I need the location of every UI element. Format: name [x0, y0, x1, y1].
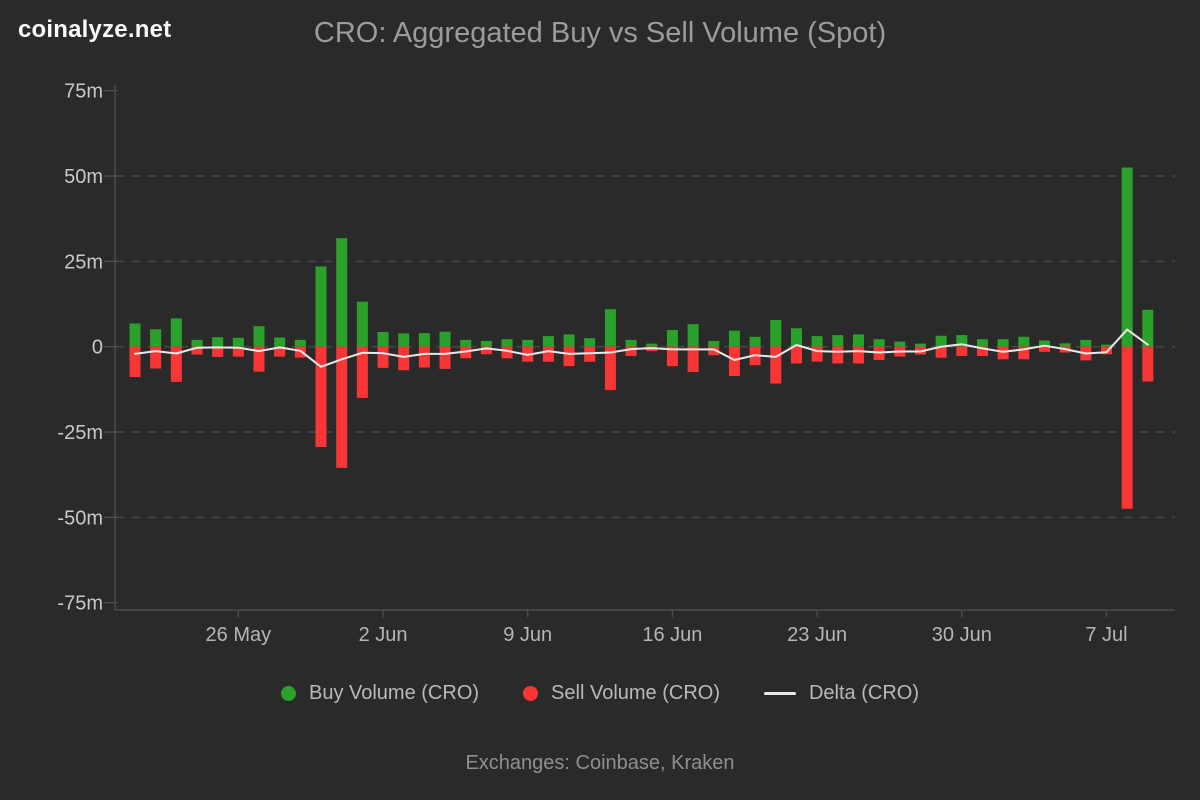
svg-text:9 Jun: 9 Jun	[503, 624, 552, 646]
svg-text:0: 0	[92, 337, 103, 359]
legend-item-sell[interactable]: Sell Volume (CRO)	[523, 682, 720, 705]
legend-label-sell: Sell Volume (CRO)	[551, 681, 720, 704]
buy-volume-bars	[129, 167, 1154, 347]
legend-label-buy: Buy Volume (CRO)	[308, 681, 480, 704]
x-axis-labels: 26 May 2 Jun 9 Jun 16 Jun 23 Jun 30 Jun 7 Jul	[206, 624, 1128, 646]
svg-text:-25m: -25m	[57, 422, 103, 444]
chart-legend: Buy Volume (CRO) Sell Volume (CRO) Delta…	[0, 676, 1200, 710]
volume-chart-canvas[interactable]: 75m 50m 25m 0 -25m -50m -75m 26 May 2 Jun 9 Jun 16…	[0, 0, 1200, 660]
svg-text:2 Jun: 2 Jun	[359, 624, 408, 646]
delta-line-swatch-icon	[763, 691, 796, 695]
svg-text:-75m: -75m	[57, 593, 103, 615]
svg-text:50m: 50m	[64, 166, 103, 188]
svg-text:26 May: 26 May	[206, 624, 272, 646]
svg-text:75m: 75m	[64, 81, 103, 103]
exchanges-note: Exchanges: Coinbase, Kraken	[465, 752, 735, 774]
axes	[104, 85, 1175, 617]
svg-text:7 Jul: 7 Jul	[1085, 624, 1127, 646]
svg-text:25m: 25m	[64, 251, 103, 273]
buy-volume-swatch-icon	[280, 685, 296, 701]
sell-volume-swatch-icon	[523, 685, 539, 701]
svg-text:30 Jun: 30 Jun	[932, 624, 992, 646]
legend-label-delta: Delta (CRO)	[808, 681, 919, 704]
svg-text:16 Jun: 16 Jun	[642, 624, 702, 646]
sell-volume-bars	[129, 346, 1154, 509]
legend-item-buy[interactable]: Buy Volume (CRO)	[280, 681, 480, 705]
y-axis-labels: 75m 50m 25m 0 -25m -50m -75m	[57, 81, 103, 615]
site-logo[interactable]: coinalyze.net	[18, 16, 172, 43]
delta-line	[134, 328, 1149, 368]
legend-item-delta[interactable]: Delta (CRO)	[763, 681, 919, 705]
chart-title: CRO: Aggregated Buy vs Sell Volume (Spot…	[313, 17, 887, 49]
svg-text:-50m: -50m	[57, 507, 103, 529]
svg-text:23 Jun: 23 Jun	[787, 624, 847, 646]
